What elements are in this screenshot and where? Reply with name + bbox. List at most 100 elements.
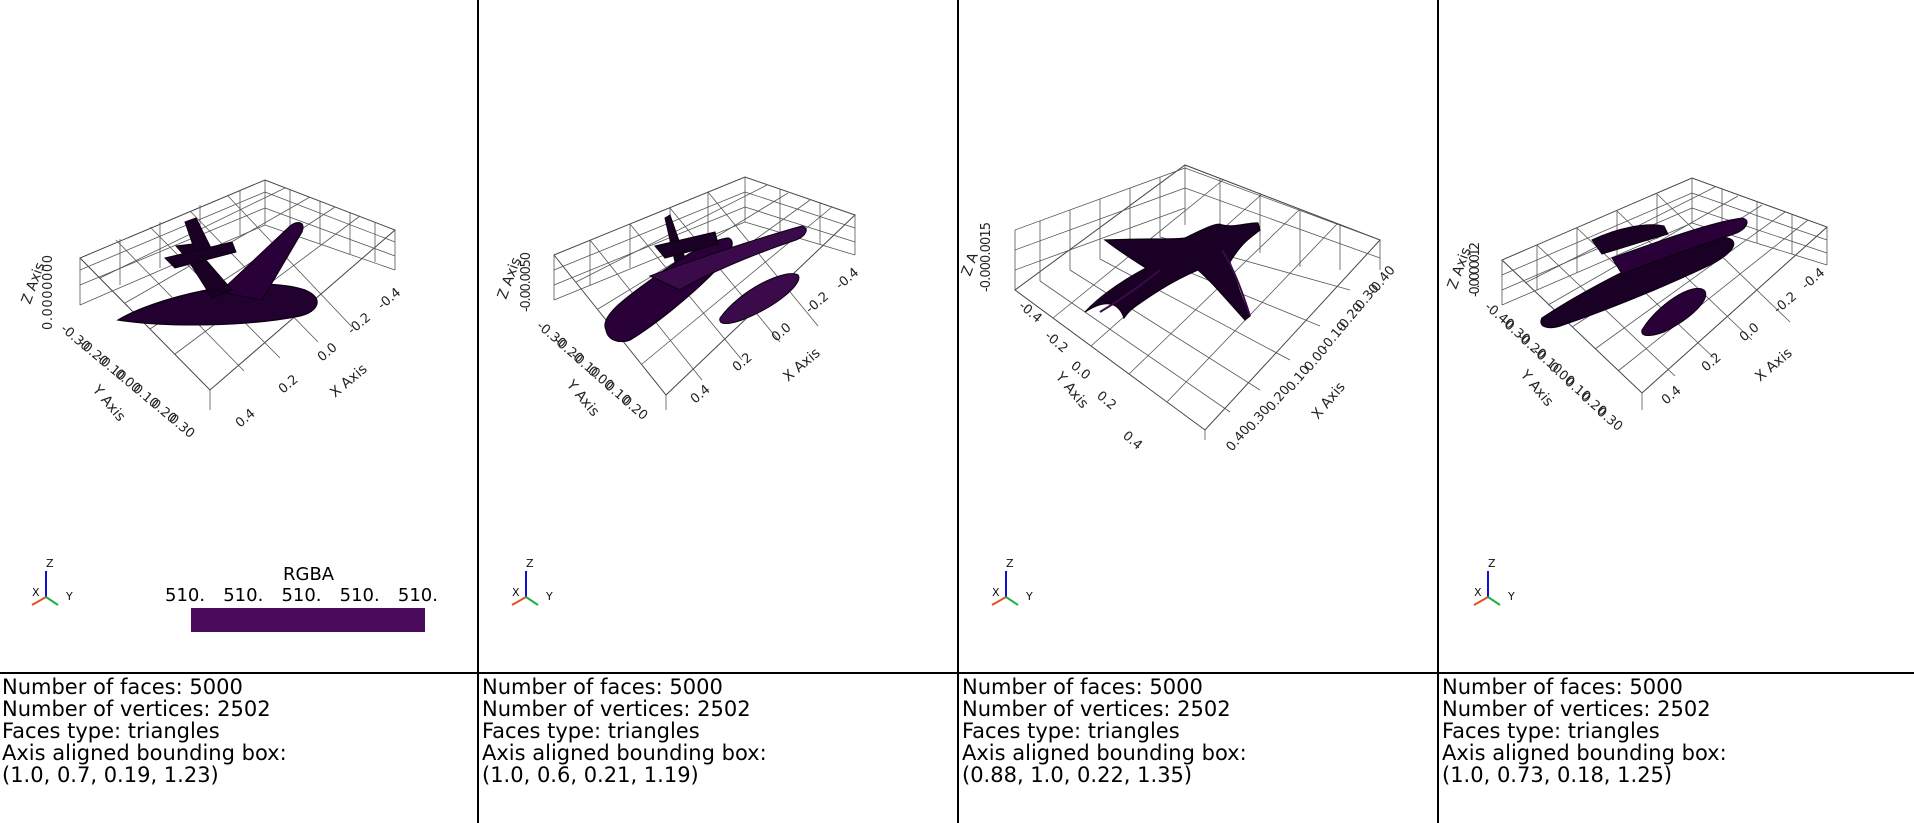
- viewport-2[interactable]: Z Axis -0.00.0050 Y Axis -0.30 -0.20 -0.…: [480, 0, 958, 823]
- x-axis-label: X Axis: [780, 345, 823, 385]
- info-divider: [0, 672, 1914, 674]
- svg-text:-0.4: -0.4: [1015, 299, 1044, 327]
- faces-type: Faces type: triangles: [482, 719, 700, 743]
- orientation-axes-widget: Z X Y: [1473, 557, 1515, 606]
- svg-text:0.4: 0.4: [688, 382, 713, 407]
- bbox-label: Axis aligned bounding box:: [2, 741, 287, 765]
- svg-text:Z: Z: [1006, 557, 1014, 570]
- svg-text:0.2: 0.2: [276, 372, 301, 397]
- mesh-info: Number of faces: 5000 Number of vertices…: [482, 676, 956, 786]
- svg-text:0.4: 0.4: [1659, 383, 1684, 408]
- mesh-info: Number of faces: 5000 Number of vertices…: [962, 676, 1436, 786]
- tail-plane: [1591, 224, 1669, 255]
- y-axis-label: Y Axis: [88, 382, 128, 425]
- colorbar-title: RGBA: [283, 564, 335, 585]
- bbox-value: (1.0, 0.7, 0.19, 1.23): [2, 763, 219, 787]
- tail-plane: [164, 241, 237, 269]
- z-axis-ticks: 0.0000000: [41, 255, 56, 330]
- colorbar: [191, 608, 425, 632]
- bbox-value: (1.0, 0.73, 0.18, 1.25): [1442, 763, 1673, 787]
- wing-left-shade: [1099, 269, 1161, 313]
- wing-right-shade: [1221, 249, 1251, 317]
- svg-text:-0.4: -0.4: [375, 285, 404, 313]
- svg-text:0.0: 0.0: [769, 320, 794, 345]
- svg-text:Z: Z: [1488, 557, 1496, 570]
- orientation-axes-widget: Z X Y: [991, 557, 1033, 606]
- airplane-mesh: [116, 217, 318, 326]
- svg-text:Y: Y: [1507, 590, 1515, 603]
- vertices-count: Number of vertices: 2502: [482, 697, 751, 721]
- svg-text:0.2: 0.2: [1699, 350, 1724, 375]
- svg-text:Z: Z: [526, 557, 534, 570]
- svg-text:-0.2: -0.2: [345, 310, 374, 338]
- faces-count: Number of faces: 5000: [2, 675, 243, 699]
- faces-type: Faces type: triangles: [962, 719, 1180, 743]
- viewport-1[interactable]: Z Axis 0.0000000 Y Axis -0.30 -0.20 -0.1…: [0, 0, 478, 823]
- panel-divider: [477, 0, 479, 823]
- svg-text:-0.4: -0.4: [1799, 265, 1828, 293]
- fuselage-wing: [1084, 222, 1261, 321]
- bbox-value: (1.0, 0.6, 0.21, 1.19): [482, 763, 699, 787]
- airplane-mesh: [604, 214, 807, 343]
- render-view[interactable]: Z Axis 0.0000000 Y Axis -0.30 -0.20 -0.1…: [0, 0, 478, 672]
- y-axis-ticks: -0.4 -0.2 0.0 0.2 0.4: [1015, 299, 1144, 454]
- svg-text:X: X: [512, 586, 520, 599]
- faces-type: Faces type: triangles: [2, 719, 220, 743]
- svg-text:-0.4: -0.4: [833, 265, 862, 293]
- x-axis-ticks: 0.4 0.2 0.0 -0.2 -0.4: [1659, 265, 1828, 408]
- orientation-axes-widget: Z X Y: [31, 557, 73, 606]
- svg-text:0.0: 0.0: [315, 340, 340, 365]
- svg-text:Z: Z: [46, 557, 54, 570]
- svg-text:Y: Y: [65, 590, 73, 603]
- bbox-label: Axis aligned bounding box:: [1442, 741, 1727, 765]
- airplane-mesh: [1084, 222, 1261, 321]
- z-axis-ticks: -0.0000012: [1468, 242, 1483, 297]
- wing: [648, 225, 807, 291]
- svg-text:X: X: [32, 586, 40, 599]
- vertices-count: Number of vertices: 2502: [2, 697, 271, 721]
- x-axis-ticks: 0.40 0.30 0.20 0.10 0.00 -0.10 -0.20 -0.…: [1224, 263, 1399, 454]
- bbox-label: Axis aligned bounding box:: [482, 741, 767, 765]
- wing-right: [218, 222, 304, 301]
- svg-text:Y: Y: [1025, 590, 1033, 603]
- faces-type: Faces type: triangles: [1442, 719, 1660, 743]
- svg-text:X: X: [1474, 586, 1482, 599]
- render-view[interactable]: Z Axis -0.00.0050 Y Axis -0.30 -0.20 -0.…: [480, 0, 958, 672]
- fuselage: [116, 283, 318, 326]
- x-axis-label: X Axis: [1752, 345, 1795, 385]
- vertices-count: Number of vertices: 2502: [962, 697, 1231, 721]
- viewport-3[interactable]: Z A -0.000.0015 Y Axis -0.4 -0.2 0.0 0.2…: [960, 0, 1438, 823]
- bbox-label: Axis aligned bounding box:: [962, 741, 1247, 765]
- airplane-mesh: [1540, 217, 1748, 336]
- svg-text:0.4: 0.4: [1119, 429, 1144, 454]
- svg-text:0.0: 0.0: [1737, 320, 1762, 345]
- faces-count: Number of faces: 5000: [482, 675, 723, 699]
- render-view[interactable]: Z A -0.000.0015 Y Axis -0.4 -0.2 0.0 0.2…: [960, 0, 1438, 672]
- svg-text:0.20: 0.20: [618, 394, 650, 424]
- y-axis-ticks: -0.30 -0.20 -0.10 0.00 0.10 0.20 0.30: [57, 322, 197, 442]
- tail-plane: [654, 231, 719, 259]
- viewport-4[interactable]: Z Axis -0.0000012 Y Axis -0.40 -0.30 -0.…: [1440, 0, 1914, 823]
- faces-count: Number of faces: 5000: [962, 675, 1203, 699]
- svg-text:X: X: [992, 586, 1000, 599]
- x-axis-label: X Axis: [327, 361, 370, 401]
- x-axis-label: X Axis: [1309, 379, 1349, 422]
- svg-text:0.2: 0.2: [1093, 389, 1118, 414]
- panel-divider: [957, 0, 959, 823]
- colorbar-ticks: 510. 510. 510. 510. 510.: [165, 585, 438, 606]
- bbox-value: (0.88, 1.0, 0.22, 1.35): [962, 763, 1193, 787]
- svg-text:0.30: 0.30: [1593, 405, 1625, 435]
- nacelle: [719, 273, 800, 324]
- mesh-info: Number of faces: 5000 Number of vertices…: [1442, 676, 1914, 786]
- z-axis-ticks: -0.00.0050: [519, 252, 534, 312]
- render-view[interactable]: Z Axis -0.0000012 Y Axis -0.40 -0.30 -0.…: [1440, 0, 1914, 672]
- svg-text:-0.2: -0.2: [1771, 289, 1800, 317]
- wing: [1611, 217, 1748, 275]
- svg-text:0.30: 0.30: [165, 412, 197, 442]
- vertices-count: Number of vertices: 2502: [1442, 697, 1711, 721]
- nacelle: [1641, 288, 1707, 336]
- z-axis-ticks: -0.000.0015: [979, 222, 994, 292]
- svg-text:-0.2: -0.2: [1041, 329, 1070, 357]
- svg-text:0.2: 0.2: [730, 350, 755, 375]
- mesh-info: Number of faces: 5000 Number of vertices…: [2, 676, 476, 786]
